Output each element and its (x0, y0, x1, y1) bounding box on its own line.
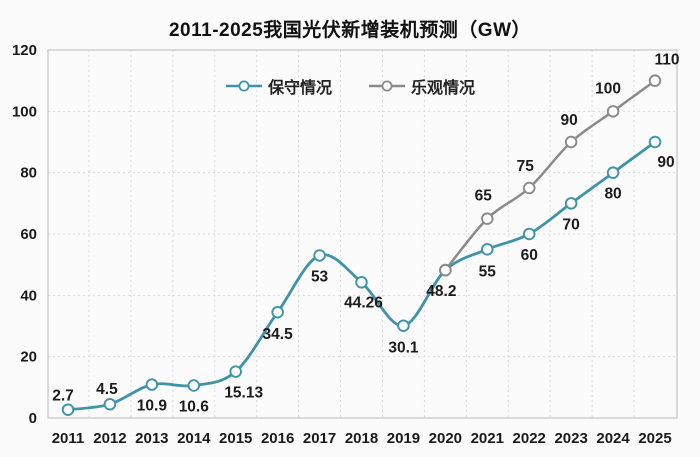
svg-text:2019: 2019 (387, 430, 420, 447)
svg-text:110: 110 (654, 52, 679, 69)
legend-marker-line-icon (369, 80, 405, 92)
svg-text:0: 0 (29, 410, 37, 427)
svg-text:100: 100 (12, 103, 37, 120)
svg-text:2020: 2020 (429, 430, 462, 447)
svg-text:40: 40 (20, 287, 37, 304)
svg-text:75: 75 (517, 158, 535, 175)
legend-label-optimistic: 乐观情况 (411, 80, 476, 97)
svg-text:90: 90 (561, 112, 578, 129)
svg-text:2012: 2012 (93, 430, 126, 447)
svg-text:44.26: 44.26 (344, 294, 383, 311)
svg-text:2024: 2024 (596, 430, 630, 447)
svg-text:30.1: 30.1 (388, 340, 419, 357)
plot-border (47, 49, 678, 419)
svg-text:2023: 2023 (554, 430, 587, 447)
legend-item-optimistic: 乐观情况 (368, 74, 475, 98)
svg-text:2022: 2022 (513, 430, 546, 447)
svg-text:90: 90 (657, 154, 674, 171)
svg-text:80: 80 (20, 165, 37, 182)
svg-text:60: 60 (521, 247, 538, 264)
chart-legend: 保守情况 乐观情况 (0, 74, 700, 98)
svg-text:100: 100 (595, 80, 621, 97)
svg-text:15.13: 15.13 (224, 385, 263, 402)
x-axis-tick-labels: 2011 2012 2013 2014 2015 2016 2017 2018 2019 2020… (52, 430, 672, 447)
svg-text:70: 70 (563, 216, 580, 233)
svg-text:53: 53 (311, 268, 329, 285)
svg-text:2014: 2014 (177, 430, 211, 447)
svg-text:48.2: 48.2 (426, 283, 456, 300)
horizontal-gridlines (48, 110, 677, 358)
svg-text:2017: 2017 (303, 430, 336, 447)
y-axis-tick-labels: 0 20 40 60 80 100 120 (12, 42, 37, 427)
svg-text:55: 55 (479, 263, 497, 280)
svg-text:2.7: 2.7 (52, 388, 74, 405)
svg-text:4.5: 4.5 (96, 381, 118, 398)
svg-text:2011: 2011 (52, 430, 85, 447)
vertical-gridlines (88, 50, 635, 418)
legend-marker-line-icon (225, 80, 262, 92)
svg-text:120: 120 (12, 42, 37, 59)
svg-text:2021: 2021 (471, 430, 504, 447)
data-point-labels: 2.7 4.5 10.9 10.6 15.13 34.5 53 44.26 30.1 48.2 55… (52, 52, 679, 416)
svg-text:65: 65 (475, 188, 493, 205)
chart-title: 2011-2025我国光伏新增装机预测（GW） (168, 20, 532, 41)
svg-text:2013: 2013 (135, 430, 168, 447)
svg-text:60: 60 (20, 226, 37, 243)
svg-text:20: 20 (20, 349, 37, 366)
svg-text:10.6: 10.6 (179, 398, 210, 415)
svg-text:80: 80 (604, 186, 621, 203)
svg-text:34.5: 34.5 (263, 326, 294, 343)
svg-text:2016: 2016 (261, 430, 294, 447)
svg-text:2015: 2015 (219, 430, 252, 447)
svg-text:10.9: 10.9 (137, 398, 168, 415)
svg-text:2018: 2018 (345, 430, 378, 447)
legend-label-conservative: 保守情况 (267, 80, 332, 97)
series-lines (66, 79, 657, 412)
legend-item-conservative: 保守情况 (225, 74, 332, 98)
series-markers (61, 74, 662, 416)
svg-text:2025: 2025 (638, 430, 671, 447)
